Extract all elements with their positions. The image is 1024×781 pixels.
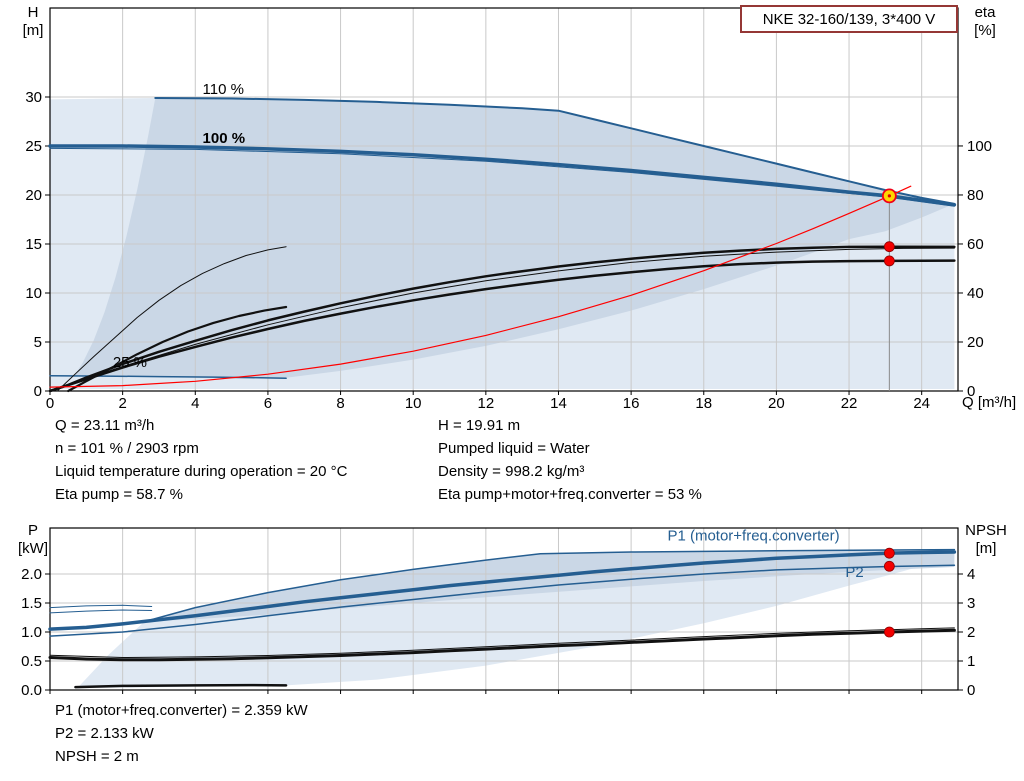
tick-label: 1.5 <box>21 595 42 612</box>
tick-label: 24 <box>913 395 930 412</box>
p1-curve <box>48 550 957 631</box>
x-axis-title: Q [m³/h] <box>962 394 1017 411</box>
info-head: H = 19.91 m <box>438 417 521 434</box>
power-info: P1 (motor+freq.converter) = 2.359 kW P2 … <box>55 699 308 768</box>
tick-label: 12 <box>477 395 494 412</box>
left-axis-title-head: H [m] <box>10 4 56 40</box>
tick-label: 3 <box>967 595 975 612</box>
pump-model-badge: NKE 32-160/139, 3*400 V <box>740 5 958 33</box>
tick-label: 0.5 <box>21 653 42 670</box>
tick-label: 22 <box>841 395 858 412</box>
tick-label: 18 <box>695 395 712 412</box>
axis-h-unit: [m] <box>22 22 44 39</box>
axis-h-symbol: H <box>27 4 39 21</box>
p2-point <box>883 560 895 572</box>
tick-label: 80 <box>967 187 984 204</box>
system-curve <box>49 185 912 388</box>
speed-100-curve <box>48 144 957 207</box>
operating-point-center <box>887 194 891 198</box>
tick-label: 4 <box>191 395 199 412</box>
tick-label: 6 <box>264 395 272 412</box>
tick-label: 0 <box>967 682 975 699</box>
info-eta-pump: Eta pump = 58.7 % <box>55 486 183 503</box>
eta-total-curve <box>48 259 956 393</box>
label-100pct: 100 % <box>203 130 246 147</box>
tick-label: 4 <box>967 566 975 583</box>
power-thin-line-b <box>49 609 153 614</box>
eta-reduced-speed-curve <box>67 305 288 393</box>
label-110pct: 110 % <box>203 81 244 98</box>
tick-label: 25 <box>25 138 42 155</box>
duty-info-right: H = 19.91 m Pumped liquid = Water Densit… <box>438 414 702 506</box>
left-axis-title-power: P [kW] <box>10 522 56 558</box>
label-p2: P2 <box>845 564 863 581</box>
npsh-min-speed-curve <box>74 683 288 689</box>
tick-label: 30 <box>25 89 42 106</box>
tick-label: 0 <box>967 383 975 400</box>
tick-label: 16 <box>623 395 640 412</box>
tick-label: 2 <box>967 624 975 641</box>
p1-point <box>883 547 895 559</box>
tick-label: 0 <box>34 383 42 400</box>
tick-label: 0 <box>46 395 54 412</box>
right-axis-title-eta: eta [%] <box>962 4 1008 40</box>
speed-110-curve <box>154 97 956 205</box>
duty-envelope-dark <box>74 98 955 378</box>
axis-p-symbol: P <box>27 522 38 539</box>
tick-label: 1 <box>967 653 975 670</box>
info-p1: P1 (motor+freq.converter) = 2.359 kW <box>55 702 308 719</box>
eta-pump-curve <box>48 245 956 393</box>
tick-label: 2 <box>118 395 126 412</box>
tick-label: 60 <box>967 236 984 253</box>
tick-label: 1.0 <box>21 624 42 641</box>
speed-100-thin-curve <box>49 147 955 207</box>
eta-companion-thin-curve <box>49 247 955 392</box>
npsh-point <box>883 626 895 638</box>
right-axis-title-npsh: NPSH [m] <box>956 522 1016 558</box>
eta-pump-point <box>883 241 895 253</box>
info-speed: n = 101 % / 2903 rpm <box>55 440 199 457</box>
tick-label: 20 <box>25 187 42 204</box>
tick-label: 2.0 <box>21 566 42 583</box>
plot-frame <box>49 527 959 691</box>
axis-eta-unit: [%] <box>974 22 996 39</box>
info-p2: P2 = 2.133 kW <box>55 725 154 742</box>
plot-frame <box>49 7 959 392</box>
tick-label: 100 <box>967 138 992 155</box>
tick-label: 10 <box>25 285 42 302</box>
npsh-thin-curve <box>49 627 955 658</box>
tick-label: 20 <box>768 395 785 412</box>
tick-label: 5 <box>34 334 42 351</box>
info-eta-total: Eta pump+motor+freq.converter = 53 % <box>438 486 702 503</box>
power-envelope-light <box>77 549 955 689</box>
info-liquid-temperature: Liquid temperature during operation = 20… <box>55 463 348 480</box>
eta-total-point <box>883 255 895 267</box>
tick-label: 15 <box>25 236 42 253</box>
tick-label: 14 <box>550 395 567 412</box>
tick-label: 0.0 <box>21 682 42 699</box>
power-thin-line-a <box>49 604 153 609</box>
eta-reduced-speed-thin-curve <box>56 246 287 392</box>
power-band-top-curve <box>143 548 956 623</box>
info-flow: Q = 23.11 m³/h <box>55 417 155 434</box>
npsh-curve <box>48 628 956 662</box>
label-p1: P1 (motor+freq.converter) <box>667 527 839 544</box>
axis-p-unit: [kW] <box>18 540 48 557</box>
info-pumped-liquid: Pumped liquid = Water <box>438 440 590 457</box>
axis-npsh-symbol: NPSH <box>965 522 1007 539</box>
info-npsh: NPSH = 2 m <box>55 748 139 765</box>
axis-eta-symbol: eta <box>974 4 996 21</box>
tick-label: 40 <box>967 285 984 302</box>
tick-label: 20 <box>967 334 984 351</box>
axis-npsh-unit: [m] <box>975 540 997 557</box>
info-density: Density = 998.2 kg/m³ <box>438 463 585 480</box>
label-25pct: 25 % <box>113 354 147 371</box>
tick-label: 8 <box>336 395 344 412</box>
p2-curve <box>49 564 956 637</box>
tick-label: 10 <box>405 395 422 412</box>
pump-model-title: NKE 32-160/139, 3*400 V <box>762 10 936 28</box>
duty-info-left: Q = 23.11 m³/h n = 101 % / 2903 rpm Liqu… <box>55 414 347 506</box>
